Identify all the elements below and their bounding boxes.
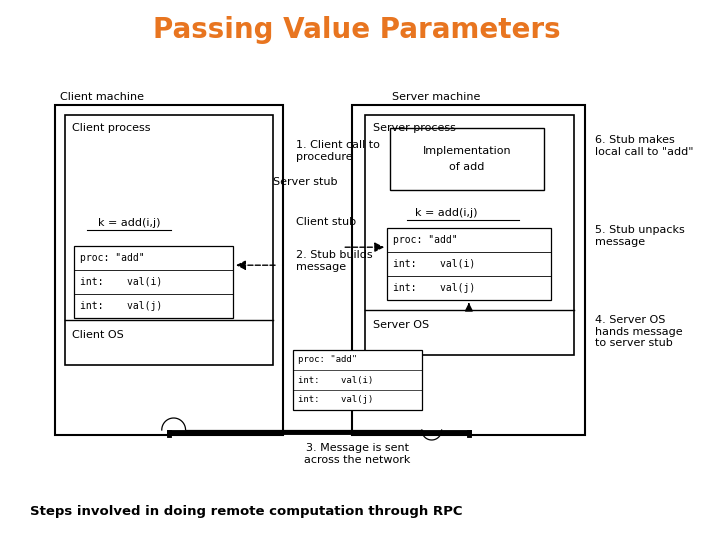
Text: proc: "add": proc: "add" bbox=[297, 355, 357, 364]
Text: 2. Stub builds
message: 2. Stub builds message bbox=[296, 250, 372, 272]
Bar bbox=[55, 105, 283, 435]
Bar bbox=[352, 105, 585, 435]
Text: 6. Stub makes
local call to "add": 6. Stub makes local call to "add" bbox=[595, 135, 694, 157]
Text: Client process: Client process bbox=[73, 123, 151, 133]
Text: 1. Client call to
procedure: 1. Client call to procedure bbox=[296, 140, 379, 161]
Text: of add: of add bbox=[449, 162, 485, 172]
Bar bbox=[387, 228, 551, 300]
Text: Passing Value Parameters: Passing Value Parameters bbox=[153, 16, 561, 44]
Bar bbox=[365, 115, 574, 355]
Text: k = add(i,j): k = add(i,j) bbox=[98, 218, 161, 228]
Text: proc: "add": proc: "add" bbox=[81, 253, 145, 263]
Text: k = add(i,j): k = add(i,j) bbox=[415, 208, 477, 218]
Text: Server process: Server process bbox=[373, 123, 456, 133]
Text: Server machine: Server machine bbox=[392, 92, 480, 102]
Text: int:    val(i): int: val(i) bbox=[393, 259, 475, 269]
Text: 5. Stub unpacks
message: 5. Stub unpacks message bbox=[595, 225, 685, 247]
Bar bbox=[65, 115, 273, 365]
Text: int:    val(i): int: val(i) bbox=[297, 375, 373, 384]
Text: 4. Server OS
hands message
to server stub: 4. Server OS hands message to server stu… bbox=[595, 315, 683, 348]
Text: Steps involved in doing remote computation through RPC: Steps involved in doing remote computati… bbox=[30, 505, 462, 518]
Text: int:    val(i): int: val(i) bbox=[81, 277, 163, 287]
Text: int:    val(j): int: val(j) bbox=[297, 395, 373, 404]
Bar bbox=[390, 128, 544, 190]
Text: Server stub: Server stub bbox=[273, 177, 338, 187]
Text: Implementation: Implementation bbox=[423, 146, 511, 156]
Text: proc: "add": proc: "add" bbox=[393, 235, 458, 245]
Text: int:    val(j): int: val(j) bbox=[81, 301, 163, 311]
Text: 3. Message is sent
across the network: 3. Message is sent across the network bbox=[304, 443, 410, 464]
Bar bbox=[293, 350, 422, 410]
Text: Client machine: Client machine bbox=[60, 92, 143, 102]
Text: Server OS: Server OS bbox=[373, 320, 429, 330]
Text: Client stub: Client stub bbox=[296, 217, 356, 227]
Text: int:    val(j): int: val(j) bbox=[393, 283, 475, 293]
Text: Client OS: Client OS bbox=[73, 330, 124, 340]
Bar bbox=[74, 246, 233, 318]
